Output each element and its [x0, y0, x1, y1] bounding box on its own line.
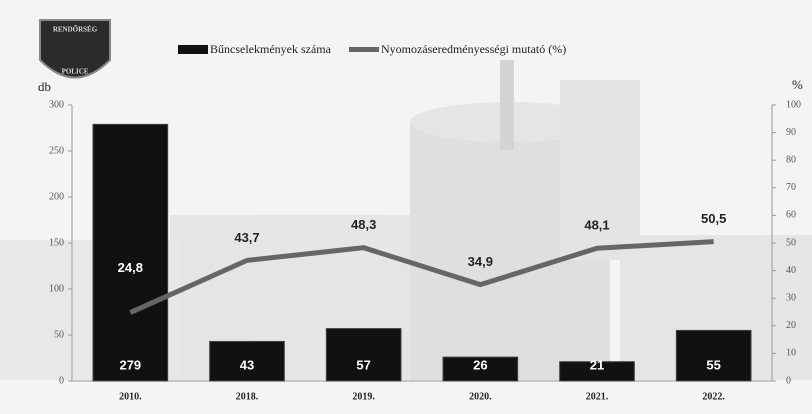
bar	[675, 329, 752, 382]
y-tick-label: 100	[49, 283, 64, 294]
legend-swatch	[178, 45, 208, 54]
y-tick-label: 250	[49, 145, 64, 156]
bar	[442, 356, 519, 382]
x-tick-label: 2010.	[119, 391, 142, 402]
y2-tick-label: 100	[786, 99, 801, 110]
y-axis-label: db	[38, 79, 51, 94]
bar	[92, 123, 169, 382]
y-tick-label: 200	[49, 191, 64, 202]
bar-value-label: 57	[356, 357, 370, 372]
line-value-label: 24,8	[118, 260, 143, 275]
bar	[559, 361, 635, 382]
x-tick-label: 2021.	[586, 391, 609, 402]
legend-label: Nyomozáseredményességi mutató (%)	[381, 42, 566, 56]
x-tick-label: 2022.	[702, 391, 725, 402]
y-tick-label: 50	[54, 329, 64, 340]
y2-tick-label: 60	[786, 210, 796, 221]
y2-tick-label: 30	[786, 292, 796, 303]
line-value-label: 43,7	[234, 230, 259, 245]
y-tick-label: 300	[49, 99, 64, 110]
y-tick-label: 0	[59, 375, 64, 386]
y2-tick-label: 80	[786, 154, 796, 165]
logo-bottom: POLICE	[62, 68, 89, 76]
logo: RENDŐRSÉG POLICE	[39, 19, 111, 79]
y2-tick-label: 0	[786, 375, 791, 386]
bar-value-label: 279	[119, 357, 141, 372]
background-buildings	[0, 60, 812, 380]
line	[129, 239, 714, 315]
bar-value-label: 21	[590, 357, 604, 372]
y2-tick-label: 40	[786, 265, 796, 276]
y2-tick-label: 50	[786, 237, 796, 248]
bar-value-label: 55	[706, 357, 720, 372]
line-value-label: 48,1	[584, 218, 609, 233]
y2-tick-label: 90	[786, 127, 796, 138]
x-tick-label: 2020.	[469, 391, 492, 402]
bar-value-label: 43	[240, 357, 254, 372]
bar-value-label: 26	[473, 357, 487, 372]
y2-axis-label: %	[792, 77, 803, 92]
bar	[325, 328, 402, 382]
y2-tick-label: 20	[786, 320, 796, 331]
x-tick-label: 2019.	[352, 391, 375, 402]
y-tick-label: 150	[49, 237, 64, 248]
logo-top: RENDŐRSÉG	[53, 26, 98, 34]
line-value-label: 34,9	[468, 254, 493, 269]
x-tick-label: 2018.	[236, 391, 259, 402]
legend-label: Bűncselekmények száma	[210, 42, 332, 56]
bar	[209, 340, 285, 382]
line-value-label: 50,5	[701, 211, 726, 226]
y2-tick-label: 70	[786, 182, 796, 193]
y2-tick-label: 10	[786, 348, 796, 359]
line-value-label: 48,3	[351, 217, 376, 232]
